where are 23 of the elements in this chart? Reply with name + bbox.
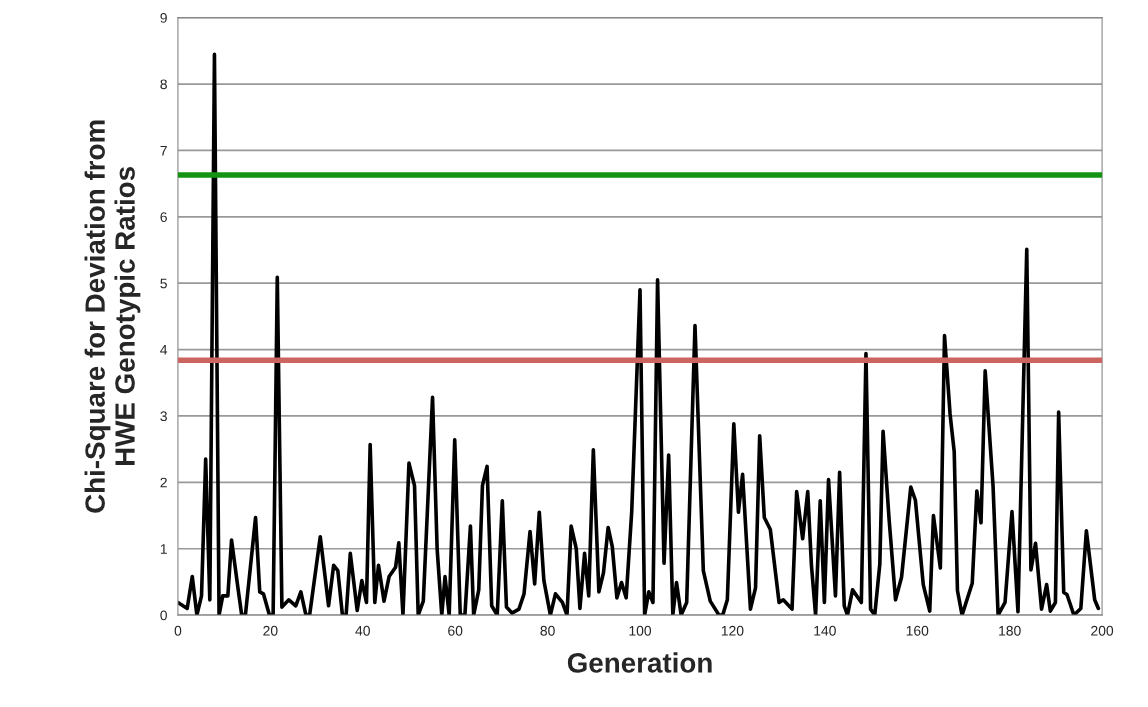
x-axis-title: Generation [567,652,712,673]
y-tick-label: 3 [160,411,167,422]
x-tick-label: 20 [263,625,278,636]
y-tick-label: 9 [160,13,167,23]
x-tick-label: 180 [999,625,1021,636]
x-tick-label: 120 [721,625,744,636]
x-tick-label: 160 [906,625,929,636]
y-axis-title: Chi-Square for Deviation from HWE Genotypic Ratios [84,120,141,513]
x-tick-label: 200 [1091,625,1114,636]
x-tick-label: 140 [814,625,836,636]
y-tick-label: 7 [160,145,167,156]
y-tick-label: 4 [160,345,168,355]
x-tick-label: 40 [355,625,370,636]
y-tick-label: 0 [160,610,167,621]
x-tick-label: 80 [540,625,555,636]
x-tick-label: 0 [174,625,182,636]
y-tick-label: 6 [160,212,167,222]
y-tick-label: 1 [160,544,167,554]
y-tick-label: 5 [160,278,167,289]
y-tick-label: 2 [160,477,167,488]
x-tick-label: 60 [448,625,463,636]
y-tick-label: 8 [160,79,167,90]
x-tick-label: 100 [629,625,652,636]
